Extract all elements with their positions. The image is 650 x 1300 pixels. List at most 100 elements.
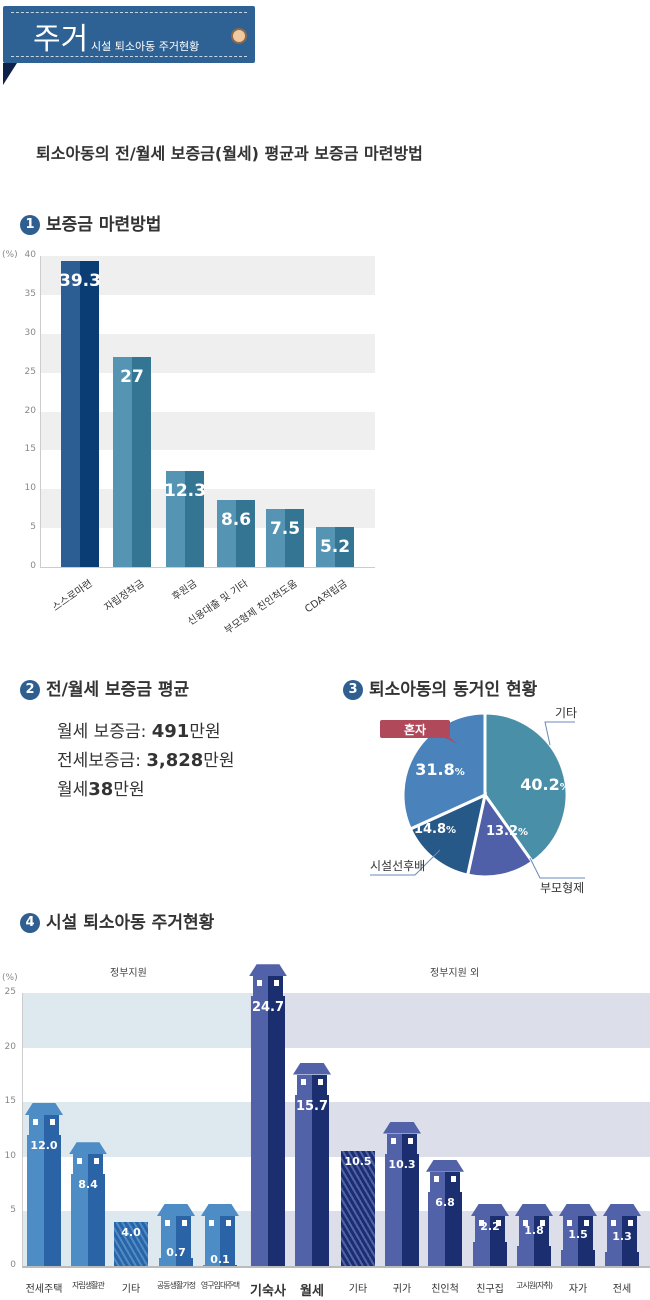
house-body xyxy=(29,1114,59,1135)
y-tick: 10 xyxy=(24,483,36,494)
page-subtitle: 퇴소아동의 전/월세 보증금(월세) 평균과 보증금 마련방법 xyxy=(36,144,423,163)
slice-value-number: 31.8 xyxy=(415,760,454,779)
slice-value: 14.8% xyxy=(414,822,456,837)
button-icon xyxy=(231,28,247,44)
y-tick: 30 xyxy=(24,327,36,338)
bar xyxy=(217,500,255,567)
section-banner: 주거 시설 퇴소아동 주거현황 xyxy=(3,6,255,63)
data-label: 1.3 xyxy=(612,1229,632,1243)
data-label: 12.3 xyxy=(164,481,206,502)
x-tick-label: CDA적립금 xyxy=(303,578,350,616)
y-axis xyxy=(22,993,23,1266)
y-tick: 25 xyxy=(24,366,36,377)
y-tick: 0 xyxy=(30,561,36,571)
pie-slice xyxy=(401,711,487,831)
x-tick-label: 공동생활가정 xyxy=(156,1281,196,1290)
house-roof-icon xyxy=(293,1062,331,1075)
bar xyxy=(385,1153,419,1266)
window-icon xyxy=(77,1158,99,1165)
y-axis-label: (%) xyxy=(2,973,18,983)
monthly-rent: 월세38만원 xyxy=(57,775,145,800)
bar xyxy=(517,1246,551,1266)
unit: % xyxy=(455,767,465,778)
section-3-title: 3 퇴소아동의 동거인 현황 xyxy=(343,675,537,700)
section-number: 1 xyxy=(20,215,40,235)
data-label: 8.6 xyxy=(220,510,252,531)
window-icon xyxy=(165,1220,187,1226)
x-tick-label: 스스로마련 xyxy=(50,578,95,614)
x-axis xyxy=(22,1266,650,1268)
x-tick-label: 고시원(자취) xyxy=(515,1281,553,1290)
x-tick-label: 기타 xyxy=(348,1284,368,1295)
bar xyxy=(341,1151,375,1266)
section-title-text: 퇴소아동의 동거인 현황 xyxy=(369,680,538,700)
highlight-callout xyxy=(380,720,450,738)
window-icon xyxy=(257,980,279,987)
data-label: 39.3 xyxy=(59,271,101,292)
data-label: 24.7 xyxy=(251,1000,285,1016)
house-roof-icon xyxy=(25,1102,63,1115)
data-label: 12.0 xyxy=(30,1138,58,1152)
x-tick-label: 전세주택 xyxy=(25,1284,63,1295)
section-number: 3 xyxy=(343,680,363,700)
house-roof-icon xyxy=(157,1204,195,1216)
x-tick-label: 전세 xyxy=(612,1284,632,1295)
bar xyxy=(203,1264,237,1266)
leader-line xyxy=(529,857,585,879)
house-roof-icon xyxy=(201,1204,239,1216)
leader-line xyxy=(370,849,441,876)
data-label: 8.4 xyxy=(78,1178,98,1192)
unit: 만원 xyxy=(113,780,145,800)
slice-value-number: 40.2 xyxy=(520,775,559,794)
pie-slice xyxy=(465,791,535,879)
x-tick-label: 후원금 xyxy=(170,578,200,604)
grid-band xyxy=(250,993,650,1048)
unit: % xyxy=(518,827,528,838)
section-number: 2 xyxy=(20,680,40,700)
slice-value: 31.8% xyxy=(415,760,465,779)
data-label: 6.8 xyxy=(435,1195,455,1209)
value: 491 xyxy=(151,721,190,742)
data-label: 0.7 xyxy=(166,1246,186,1260)
house-body xyxy=(297,1074,327,1095)
bar xyxy=(61,261,99,567)
bar xyxy=(316,526,354,567)
y-tick: 0 xyxy=(10,1260,16,1270)
callout-pointer xyxy=(445,738,458,744)
window-icon xyxy=(523,1220,545,1226)
house-body xyxy=(430,1171,460,1192)
bar xyxy=(295,1094,329,1266)
bar xyxy=(71,1174,105,1266)
house-roof-icon xyxy=(603,1204,641,1216)
chart-deposit-sources: (%) 0 5 10 15 20 25 30 35 40 39.3 스스로마련 27 자립정착금 12.3 후… xyxy=(0,240,390,650)
section-2-title: 2 전/월세 보증금 평균 xyxy=(20,675,189,700)
bar xyxy=(166,471,204,567)
x-tick-label: 친구집 xyxy=(476,1284,504,1295)
house-roof-icon xyxy=(515,1204,553,1216)
bar xyxy=(266,508,304,567)
house-roof-icon xyxy=(383,1121,421,1134)
x-tick-label: 자립생활관 xyxy=(72,1281,105,1290)
y-tick: 20 xyxy=(24,405,36,416)
label: 월세 보증금: xyxy=(57,722,152,742)
data-label: 27 xyxy=(120,367,144,388)
bar xyxy=(27,1134,61,1266)
label: 월세 xyxy=(57,780,89,800)
y-axis xyxy=(40,256,41,567)
banner-subtitle: 시설 퇴소아동 주거현황 xyxy=(91,40,200,53)
y-tick: 35 xyxy=(24,288,36,299)
slice-label: 부모형제 xyxy=(540,881,584,895)
ribbon-fold xyxy=(3,63,17,85)
window-icon xyxy=(301,1078,323,1085)
x-tick-label: 친인척 xyxy=(431,1284,459,1295)
slice-value: 13.2% xyxy=(486,824,528,839)
unit: % xyxy=(446,825,456,836)
slice-value: 40.2% xyxy=(520,775,570,794)
pie-slice xyxy=(408,792,488,877)
slice-label: 시설선후배 xyxy=(370,859,425,873)
label: 전세보증금: xyxy=(57,751,147,771)
data-label: 0.1 xyxy=(210,1252,230,1266)
section-1-title: 1 보증금 마련방법 xyxy=(20,210,161,235)
y-tick: 5 xyxy=(10,1205,16,1216)
data-label: 4.0 xyxy=(121,1226,141,1240)
